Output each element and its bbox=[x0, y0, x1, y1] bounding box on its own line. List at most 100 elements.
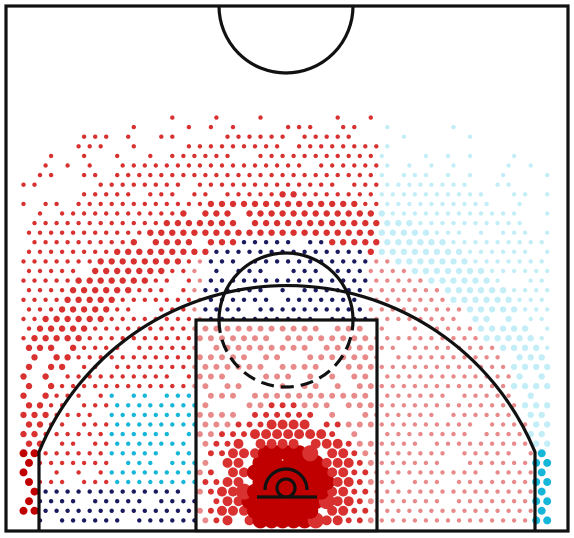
shot-bin bbox=[351, 354, 358, 361]
shot-bin bbox=[511, 518, 517, 523]
shot-bin bbox=[197, 163, 203, 168]
shot-bin bbox=[451, 355, 456, 360]
shot-bin bbox=[76, 355, 81, 360]
shot-bin bbox=[511, 479, 517, 485]
shot-bin bbox=[505, 335, 512, 342]
shot-bin bbox=[528, 163, 533, 168]
shot-bin bbox=[269, 153, 274, 159]
shot-bin bbox=[64, 296, 71, 303]
shot-bin bbox=[538, 430, 545, 438]
shot-bin bbox=[484, 201, 489, 207]
shot-bin bbox=[456, 479, 462, 485]
shot-bin bbox=[335, 268, 340, 274]
shot-bin bbox=[390, 441, 395, 446]
shot-bin bbox=[455, 287, 463, 294]
shot-bin bbox=[401, 134, 407, 139]
shot-bin bbox=[142, 336, 147, 341]
shot-bin bbox=[58, 306, 66, 313]
shot-bin bbox=[319, 297, 324, 302]
shot-bin bbox=[186, 278, 192, 283]
shot-bin bbox=[280, 153, 285, 159]
shot-bin bbox=[345, 229, 352, 236]
shot-bin bbox=[59, 230, 65, 235]
shot-bin bbox=[341, 163, 346, 168]
shot-bin bbox=[76, 431, 81, 437]
shot-bin bbox=[87, 431, 92, 437]
shot-bin bbox=[98, 374, 103, 379]
shot-bin bbox=[219, 354, 225, 361]
shot-bin bbox=[429, 489, 434, 494]
shot-bin bbox=[159, 479, 164, 485]
shot-bin bbox=[351, 335, 358, 342]
shot-bin bbox=[462, 182, 467, 187]
shot-bin bbox=[54, 508, 59, 513]
shot-bin bbox=[148, 211, 153, 216]
shot-bin bbox=[207, 450, 214, 457]
shot-bin bbox=[484, 431, 489, 437]
shot-bin bbox=[250, 448, 260, 459]
shot-bin bbox=[462, 508, 467, 513]
shot-bin bbox=[412, 172, 418, 178]
shot-bin bbox=[285, 182, 291, 187]
shot-bin bbox=[418, 297, 423, 302]
shot-bin bbox=[341, 259, 346, 264]
shot-bin bbox=[115, 518, 120, 523]
shot-bin bbox=[329, 335, 336, 342]
shot-bin bbox=[319, 144, 324, 149]
shot-bin bbox=[25, 458, 33, 467]
shot-bin bbox=[484, 508, 489, 513]
shot-bin bbox=[186, 144, 192, 149]
shot-bin bbox=[291, 445, 308, 462]
shot-bin bbox=[368, 192, 373, 197]
shot-bin bbox=[31, 335, 38, 342]
shot-bin bbox=[290, 344, 297, 351]
shot-bin bbox=[495, 489, 500, 494]
shot-bin bbox=[362, 488, 369, 495]
shot-bin bbox=[175, 355, 181, 360]
shot-bin bbox=[396, 412, 401, 418]
shot-bin bbox=[247, 192, 252, 197]
shot-bin bbox=[251, 200, 259, 208]
shot-bin bbox=[207, 507, 214, 514]
shot-bin bbox=[137, 403, 142, 408]
shot-bin bbox=[269, 134, 274, 139]
shot-bin bbox=[148, 403, 153, 408]
shot-bin bbox=[159, 383, 164, 389]
shot-bin bbox=[153, 278, 158, 283]
shot-bin bbox=[308, 144, 313, 149]
shot-bin bbox=[93, 422, 98, 427]
shot-bin bbox=[252, 335, 258, 342]
shot-bin bbox=[543, 516, 552, 525]
shot-bin bbox=[338, 505, 349, 516]
shot-bin bbox=[103, 306, 110, 313]
shot-bin bbox=[87, 144, 92, 149]
shot-bin bbox=[280, 172, 285, 178]
shot-bin bbox=[428, 239, 435, 246]
shot-bin bbox=[142, 374, 147, 379]
shot-bin bbox=[462, 412, 467, 418]
shot-bin bbox=[423, 460, 429, 466]
shot-bin bbox=[222, 457, 233, 468]
shot-bin bbox=[137, 383, 142, 389]
shot-bin bbox=[236, 307, 241, 312]
shot-bin bbox=[510, 306, 518, 313]
shot-bin bbox=[318, 354, 325, 361]
shot-bin bbox=[257, 325, 264, 332]
shot-bin bbox=[385, 412, 390, 418]
shot-bin bbox=[240, 200, 248, 208]
shot-bin bbox=[451, 201, 456, 207]
shot-bin bbox=[506, 470, 511, 475]
shot-bin bbox=[170, 460, 175, 466]
shot-bin bbox=[401, 518, 407, 523]
shot-bin bbox=[170, 153, 175, 159]
shot-bin bbox=[533, 344, 540, 351]
shot-bin bbox=[484, 259, 489, 264]
shot-bin bbox=[301, 210, 308, 217]
shot-bin bbox=[98, 451, 103, 456]
shot-bin bbox=[428, 277, 435, 284]
shot-bin bbox=[186, 316, 192, 322]
shot-bin bbox=[521, 344, 529, 351]
shot-bin bbox=[284, 219, 292, 227]
shot-bin bbox=[451, 374, 456, 379]
shot-bin bbox=[87, 336, 92, 341]
